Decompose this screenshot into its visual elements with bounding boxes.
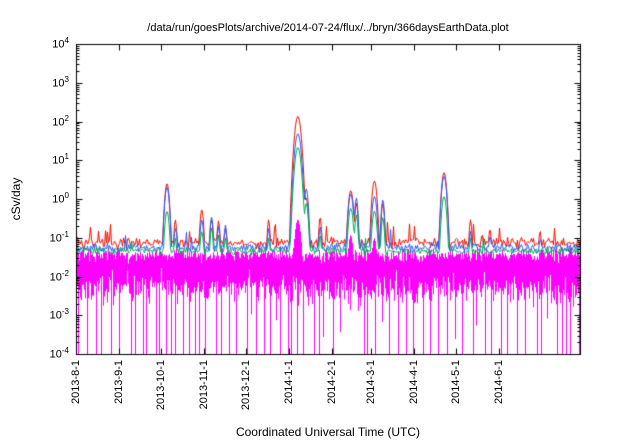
x-tick-label: 2014-3-1 [365, 360, 378, 405]
y-tick-label: 101 [52, 152, 69, 167]
x-axis-label: Coordinated Universal Time (UTC) [235, 425, 421, 439]
y-tick-label: 10-3 [49, 307, 69, 322]
plot-title: /data/run/goesPlots/archive/2014-07-24/f… [147, 22, 509, 34]
x-tick-label: 2014-4-1 [408, 360, 421, 405]
x-tick-label: 2014-6-1 [493, 360, 506, 405]
x-tick-label: 2014-2-1 [326, 360, 339, 405]
x-tick-label: 2013-12-1 [239, 360, 252, 411]
y-tick-label: 100 [52, 191, 69, 206]
x-tick-label: 2013-9-1 [113, 360, 126, 405]
x-tick-label: 2014-1-1 [283, 360, 296, 405]
x-tick-label: 2013-11-1 [198, 360, 211, 410]
x-tick-label: 2013-8-1 [70, 360, 82, 405]
y-tick-label: 10-2 [49, 268, 69, 284]
x-tick-label: 2014-5-1 [450, 360, 463, 405]
y-tick-label: 102 [52, 113, 69, 129]
x-tick-label: 2013-10-1 [154, 360, 167, 411]
y-tick-label: 10-4 [49, 346, 69, 361]
y-tick-label: 104 [52, 36, 69, 51]
y-tick-label: 10-1 [49, 229, 69, 245]
y-tick-label: 103 [52, 74, 69, 90]
